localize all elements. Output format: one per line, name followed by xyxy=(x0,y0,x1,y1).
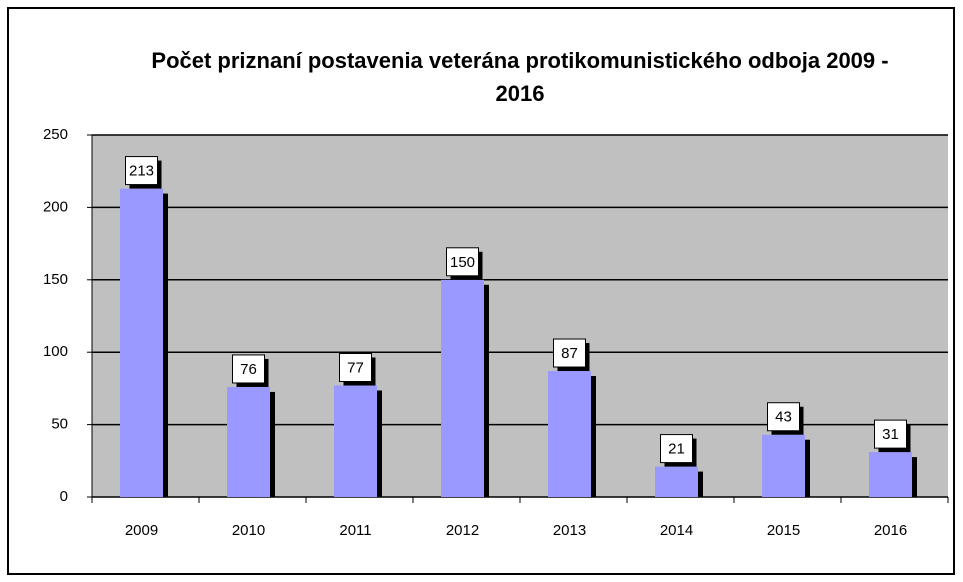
chart-title: Počet priznaní postavenia veterána proti… xyxy=(151,48,889,106)
data-label-box xyxy=(874,419,907,449)
data-label-box xyxy=(553,338,586,368)
data-label-box xyxy=(767,402,800,432)
y-tick-label: 200 xyxy=(43,198,68,215)
data-label: 77 xyxy=(347,359,364,376)
data-label: 213 xyxy=(129,163,154,180)
data-label-box xyxy=(446,247,479,277)
y-tick-label: 150 xyxy=(43,271,68,288)
x-tick-label: 2009 xyxy=(125,522,158,539)
bar xyxy=(120,188,163,498)
bar xyxy=(441,279,484,497)
plot-area xyxy=(92,135,948,497)
bar xyxy=(869,452,912,497)
data-label-box xyxy=(660,434,693,464)
y-tick-label: 50 xyxy=(51,416,68,433)
data-label: 150 xyxy=(450,254,475,271)
bar xyxy=(548,371,591,497)
x-tick-label: 2015 xyxy=(767,522,800,539)
x-tick-label: 2012 xyxy=(446,522,479,539)
data-label: 76 xyxy=(240,361,257,378)
bar xyxy=(762,434,805,497)
bar xyxy=(655,466,698,497)
data-label: 31 xyxy=(882,426,899,443)
x-tick-label: 2016 xyxy=(874,522,907,539)
data-label-box xyxy=(232,354,265,384)
bar xyxy=(334,385,377,497)
data-label: 87 xyxy=(561,345,578,362)
x-tick-label: 2014 xyxy=(660,522,693,539)
bar xyxy=(227,386,270,497)
x-tick-label: 2011 xyxy=(339,522,371,539)
y-tick-label: 100 xyxy=(43,343,68,360)
data-label-box xyxy=(125,156,158,186)
data-label: 21 xyxy=(668,441,685,458)
x-tick-label: 2013 xyxy=(553,522,586,539)
data-label: 43 xyxy=(775,409,792,426)
x-tick-label: 2010 xyxy=(232,522,265,539)
y-tick-label: 250 xyxy=(43,126,68,143)
data-label-box xyxy=(339,353,372,383)
y-tick-label: 0 xyxy=(60,488,68,505)
